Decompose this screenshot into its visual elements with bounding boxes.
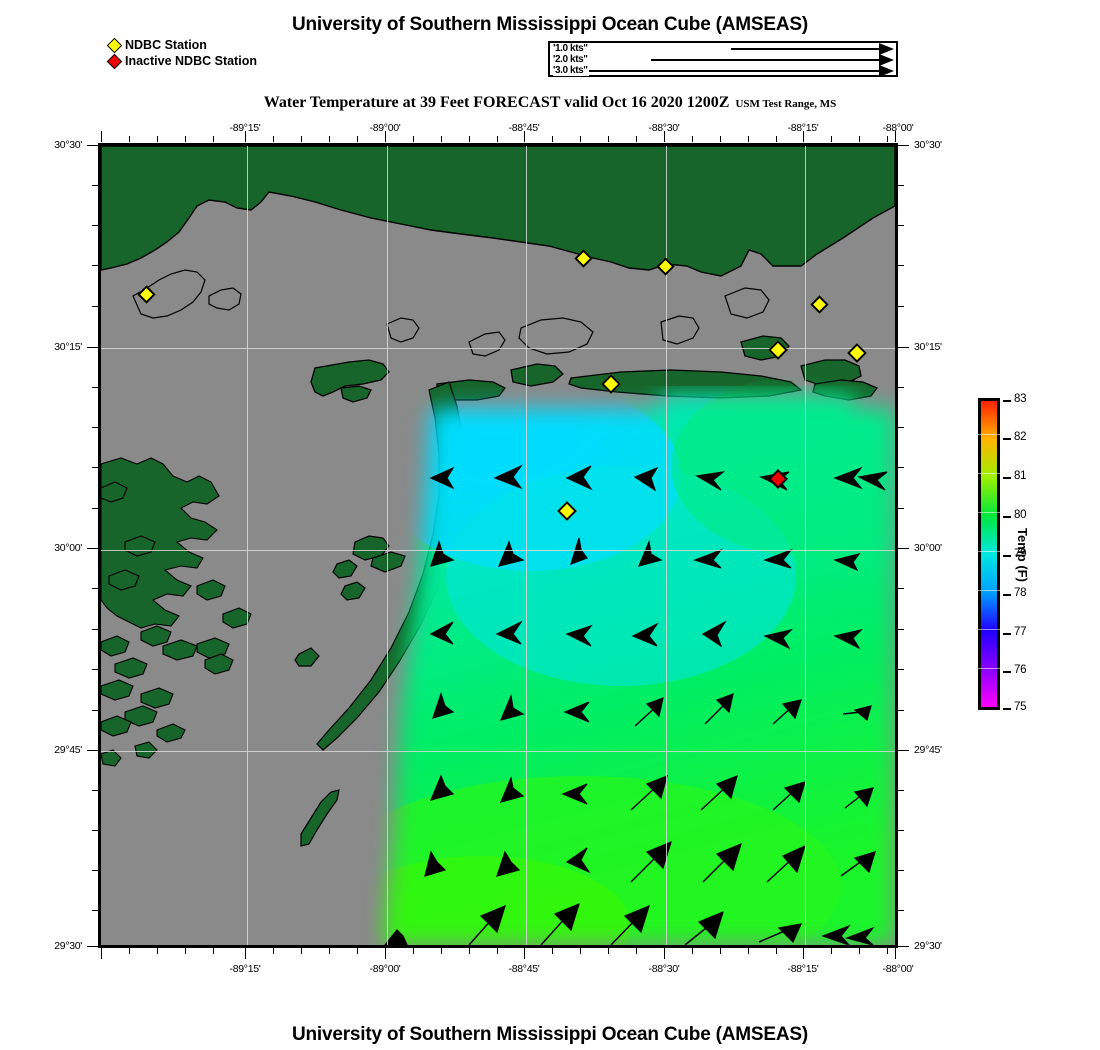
map-svg [101,146,895,945]
colorbar-label-83: 83 [1014,393,1027,405]
xlabel-top-1: -89°00' [369,122,401,134]
vector-scale-label-2: '2.0 kts" [553,54,589,65]
colorbar-label-82: 82 [1014,431,1027,443]
xlabel-bottom-2: -88°45' [508,963,540,975]
page-title: University of Southern Mississippi Ocean… [291,14,808,35]
map-plot-area[interactable] [98,143,898,948]
colorbar-label-76: 76 [1014,664,1027,676]
colorbar-tick [1003,477,1011,479]
ylabel-right-0: 30°30' [914,139,942,151]
colorbar-label-75: 75 [1014,701,1027,713]
temperature-field [321,366,895,945]
vector-scale-legend: '1.0 kts" '2.0 kts" '3.0 kts" [548,41,898,77]
xlabel-bottom-0: -89°15' [229,963,261,975]
ylabel-left-4: 29°30' [54,940,82,952]
colorbar-tick [1003,633,1011,635]
gridline-longitude-8915 [247,146,248,945]
gridline-latitude-3015 [101,348,895,349]
colorbar-label-80: 80 [1014,509,1027,521]
vector-scale-label-1: '1.0 kts" [553,43,589,54]
colorbar-legend: 83 82 81 80 79 78 77 76 75 Temp (F) [978,393,1030,713]
ylabel-left-1: 30°15' [54,341,82,353]
legend-label-ndbc-station: NDBC Station [125,38,207,52]
gridline-longitude-8845 [526,146,527,945]
chart-subtitle: Water Temperature at 39 Feet FORECAST va… [0,94,1100,112]
vector-scale-row-3: '3.0 kts" [550,65,896,77]
gridline-longitude-8900 [387,146,388,945]
colorbar-gradient[interactable] [978,398,1000,710]
yellow-diamond-icon [106,37,123,54]
map-canvas [101,146,895,945]
ylabel-right-4: 29°30' [914,940,942,952]
vector-scale-row-1: '1.0 kts" [550,43,896,55]
ylabel-left-0: 30°30' [54,139,82,151]
xlabel-top-4: -88°15' [787,122,819,134]
xlabel-top-0: -89°15' [229,122,261,134]
ylabel-right-3: 29°45' [914,744,942,756]
legend-label-inactive-ndbc-station: Inactive NDBC Station [125,54,257,68]
gridline-longitude-8830 [666,146,667,945]
colorbar-tick [1003,555,1011,557]
vector-shaft-1 [731,48,879,50]
legend-item-ndbc-station: NDBC Station [106,37,257,54]
colorbar-tick [1003,708,1011,710]
xlabel-bottom-4: -88°15' [787,963,819,975]
ylabel-left-2: 30°00' [54,542,82,554]
xlabel-top-3: -88°30' [648,122,680,134]
land-masses [101,146,895,277]
station-legend: NDBC Station Inactive NDBC Station [106,37,257,70]
colorbar-tick [1003,438,1011,440]
gridline-latitude-3000 [101,550,895,551]
colorbar-label-81: 81 [1014,470,1027,482]
vector-shaft-3 [579,70,879,72]
colorbar-tick [1003,400,1011,402]
ylabel-right-2: 30°00' [914,542,942,554]
colorbar-label-79: 79 [1014,548,1027,560]
chart-subtitle-region: USM Test Range, MS [735,98,837,110]
vector-scale-label-3: '3.0 kts" [553,65,589,76]
gridline-longitude-8815 [805,146,806,945]
legend-item-inactive-ndbc-station: Inactive NDBC Station [106,53,257,70]
vector-arrowhead-1 [879,43,894,55]
vector-arrowhead-2 [879,54,894,66]
vector-shaft-2 [651,59,879,61]
vector-arrowhead-3 [879,65,894,77]
gridline-latitude-2945 [101,751,895,752]
delta-marsh [101,457,252,767]
xlabel-bottom-3: -88°30' [648,963,680,975]
vector-scale-row-2: '2.0 kts" [550,54,896,66]
colorbar-title: Temp (F) [1015,528,1030,582]
xlabel-bottom-1: -89°00' [369,963,401,975]
ylabel-left-3: 29°45' [54,744,82,756]
colorbar-tick [1003,594,1011,596]
colorbar-tick [1003,516,1011,518]
chart-subtitle-main: Water Temperature at 39 Feet FORECAST va… [263,94,730,111]
red-diamond-icon [106,53,123,70]
colorbar-label-78: 78 [1014,587,1027,599]
xlabel-top-2: -88°45' [508,122,540,134]
xlabel-top-5: -88°00' [882,122,914,134]
xlabel-bottom-5: -88°00' [882,963,914,975]
current-vectors [384,464,888,945]
footer-title: University of Southern Mississippi Ocean… [291,1024,808,1045]
coastal-inlets [132,269,770,357]
colorbar-tick [1003,671,1011,673]
ylabel-right-1: 30°15' [914,341,942,353]
colorbar-label-77: 77 [1014,626,1027,638]
